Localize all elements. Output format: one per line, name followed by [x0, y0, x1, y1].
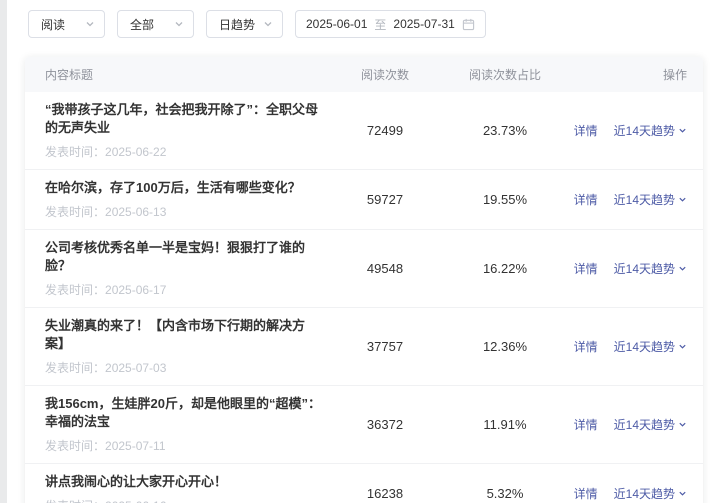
- article-title: 失业潮真的来了！【内含市场下行期的解决方案】: [45, 318, 306, 351]
- read-count-value: 36372: [366, 417, 404, 432]
- trend-link-label: 近14天趋势: [613, 262, 675, 276]
- trend-link[interactable]: 近14天趋势: [614, 260, 687, 277]
- detail-link[interactable]: 详情: [573, 418, 598, 432]
- detail-link[interactable]: 详情: [573, 262, 598, 276]
- detail-link[interactable]: 详情: [573, 340, 598, 354]
- header-actions: 操作: [662, 68, 687, 82]
- publish-date: 发表时间：2025-07-11: [45, 437, 335, 454]
- publish-date-label: 发表时间：: [45, 499, 105, 503]
- publish-date: 发表时间：2025-07-03: [45, 359, 335, 376]
- publish-date-label: 发表时间：: [45, 439, 106, 453]
- read-count-value: 59727: [366, 192, 404, 207]
- detail-link[interactable]: 详情: [573, 193, 598, 207]
- scope-select[interactable]: 全部: [117, 10, 194, 38]
- read-ratio-value: 16.22%: [482, 261, 528, 276]
- publish-date-value: 2025-07-03: [105, 361, 167, 375]
- publish-date-value: 2025-06-17: [105, 283, 167, 297]
- page-edge: [0, 0, 7, 503]
- calendar-icon: [462, 18, 475, 31]
- article-title: 讲点我闹心的让大家开心开心！: [45, 474, 228, 489]
- publish-date: 发表时间：2025-06-17: [45, 281, 335, 298]
- date-range-end: 2025-07-31: [393, 17, 455, 31]
- trend-link[interactable]: 近14天趋势: [614, 191, 687, 208]
- content-stats-card: 内容标题 阅读次数 阅读次数占比 操作 “我带孩子这几年，社会把我开除了”：全职…: [25, 57, 703, 503]
- trend-link[interactable]: 近14天趋势: [614, 338, 687, 355]
- table-row: 公司考核优秀名单一半是宝妈！狠狠打了谁的脸？ 发表时间：2025-06-17 4…: [25, 229, 703, 307]
- trend-link-label: 近14天趋势: [613, 418, 675, 432]
- date-range-start: 2025-06-01: [306, 17, 368, 31]
- table-row: 讲点我闹心的让大家开心开心！ 发表时间：2025-06-16 16238 5.3…: [25, 463, 703, 503]
- chevron-down-icon: [679, 491, 686, 496]
- table-row: 在哈尔滨，存了100万后，生活有哪些变化？ 发表时间：2025-06-13 59…: [25, 169, 703, 229]
- read-count-value: 72499: [366, 123, 404, 138]
- publish-date: 发表时间：2025-06-13: [45, 203, 335, 220]
- chevron-down-icon: [174, 19, 184, 29]
- publish-date-label: 发表时间：: [45, 283, 106, 297]
- table-body: “我带孩子这几年，社会把我开除了”：全职父母的无声失业 发表时间：2025-06…: [25, 92, 703, 503]
- article-title: 我156cm，生娃胖20斤，却是他眼里的“超模”：幸福的法宝: [45, 396, 321, 429]
- filter-bar: 阅读 全部 日趋势 2025-06-01 至 2025-07-31: [0, 0, 720, 38]
- table-row: 我156cm，生娃胖20斤，却是他眼里的“超模”：幸福的法宝 发表时间：2025…: [25, 385, 703, 463]
- publish-date-value: 2025-06-22: [105, 145, 167, 159]
- article-title: “我带孩子这几年，社会把我开除了”：全职父母的无声失业: [45, 102, 319, 135]
- read-ratio-value: 12.36%: [482, 339, 528, 354]
- publish-date: 发表时间：2025-06-22: [45, 143, 335, 160]
- publish-date-value: 2025-06-13: [105, 205, 167, 219]
- trend-type-select-value: 日趋势: [219, 17, 256, 32]
- publish-date-label: 发表时间：: [45, 205, 106, 219]
- trend-link-label: 近14天趋势: [613, 124, 675, 138]
- trend-link[interactable]: 近14天趋势: [614, 122, 687, 139]
- chevron-down-icon: [679, 128, 686, 133]
- chevron-down-icon: [679, 344, 686, 349]
- publish-date: 发表时间：2025-06-16: [45, 497, 335, 503]
- read-count-value: 16238: [366, 486, 404, 501]
- read-count-value: 49548: [366, 261, 404, 276]
- chevron-down-icon: [679, 197, 686, 202]
- publish-date-label: 发表时间：: [45, 361, 106, 375]
- article-title: 在哈尔滨，存了100万后，生活有哪些变化？: [45, 180, 301, 195]
- metric-select[interactable]: 阅读: [28, 10, 105, 38]
- trend-link[interactable]: 近14天趋势: [614, 416, 687, 433]
- detail-link[interactable]: 详情: [573, 487, 598, 501]
- header-read-ratio: 阅读次数占比: [468, 68, 541, 82]
- trend-type-select[interactable]: 日趋势: [206, 10, 283, 38]
- read-ratio-value: 11.91%: [483, 417, 527, 432]
- publish-date-label: 发表时间：: [45, 145, 106, 159]
- publish-date-value: 2025-07-11: [105, 439, 166, 453]
- trend-link-label: 近14天趋势: [613, 340, 675, 354]
- article-title: 公司考核优秀名单一半是宝妈！狠狠打了谁的脸？: [45, 240, 306, 273]
- date-range-separator: 至: [374, 17, 387, 32]
- chevron-down-icon: [85, 19, 95, 29]
- scope-select-value: 全部: [130, 17, 155, 32]
- metric-select-value: 阅读: [41, 17, 66, 32]
- table-row: 失业潮真的来了！【内含市场下行期的解决方案】 发表时间：2025-07-03 3…: [25, 307, 703, 385]
- header-read-count: 阅读次数: [360, 68, 409, 82]
- header-content-title: 内容标题: [45, 68, 94, 82]
- read-ratio-value: 23.73%: [482, 123, 528, 138]
- trend-link-label: 近14天趋势: [613, 487, 675, 501]
- read-count-value: 37757: [366, 339, 404, 354]
- read-ratio-value: 19.55%: [482, 192, 528, 207]
- trend-link[interactable]: 近14天趋势: [614, 485, 687, 502]
- chevron-down-icon: [263, 19, 273, 29]
- date-range-picker[interactable]: 2025-06-01 至 2025-07-31: [295, 10, 486, 38]
- publish-date-value: 2025-06-16: [105, 499, 166, 503]
- table-row: “我带孩子这几年，社会把我开除了”：全职父母的无声失业 发表时间：2025-06…: [25, 92, 703, 169]
- detail-link[interactable]: 详情: [573, 124, 598, 138]
- trend-link-label: 近14天趋势: [613, 193, 675, 207]
- chevron-down-icon: [679, 266, 686, 271]
- chevron-down-icon: [679, 422, 686, 427]
- table-header: 内容标题 阅读次数 阅读次数占比 操作: [25, 57, 703, 92]
- read-ratio-value: 5.32%: [486, 486, 524, 501]
